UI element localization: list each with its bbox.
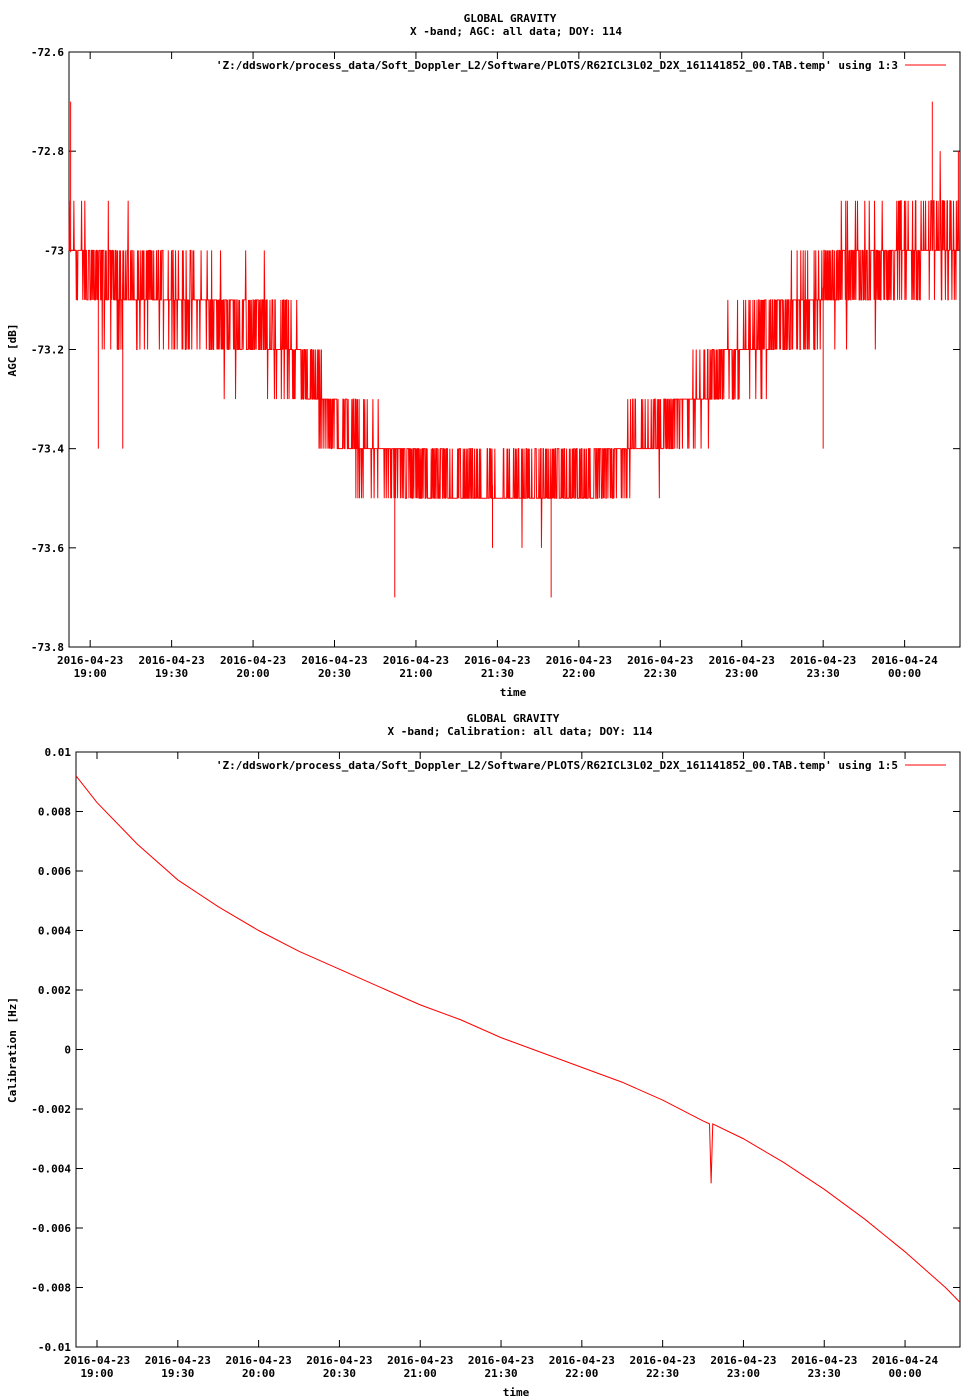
y-axis-label: Calibration [Hz] <box>6 997 19 1103</box>
plot-frame <box>68 51 961 648</box>
x-tick-time-label: 20:30 <box>318 667 351 680</box>
x-tick-date-label: 2016-04-23 <box>64 1354 130 1367</box>
tick-group: 0.01 0.008 0.006 0.004 0.002 0 -0.002 -0.004 -0.… <box>31 746 960 1380</box>
x-tick-time-label: 20:00 <box>242 1367 275 1380</box>
x-tick-time-label: 00:00 <box>888 1367 921 1380</box>
x-tick-date-label: 2016-04-23 <box>226 1354 292 1367</box>
x-tick-date-label: 2016-04-23 <box>301 654 367 667</box>
x-tick-date-label: 2016-04-23 <box>139 654 205 667</box>
agc-series <box>68 101 960 598</box>
chart-title: GLOBAL GRAVITY <box>467 712 560 725</box>
x-tick-date-label: 2016-04-23 <box>710 1354 776 1367</box>
x-tick-date-label: 2016-04-23 <box>57 654 123 667</box>
calibration-line <box>75 775 961 1303</box>
x-tick-date-label: 2016-04-23 <box>220 654 286 667</box>
legend-label: 'Z:/ddswork/process_data/Soft_Doppler_L2… <box>216 759 898 772</box>
y-tick-label: -73.8 <box>31 641 64 654</box>
x-tick-date-label: 2016-04-23 <box>790 654 856 667</box>
y-tick-label: -72.6 <box>31 46 64 59</box>
x-tick-time-label: 21:00 <box>399 667 432 680</box>
x-tick-date-label: 2016-04-23 <box>383 654 449 667</box>
x-tick-date-label: 2016-04-23 <box>306 1354 372 1367</box>
legend-label: 'Z:/ddswork/process_data/Soft_Doppler_L2… <box>216 59 898 72</box>
tick-group: -72.6-72.8-73-73.2-73.4-73.6-73.82016-04… <box>31 46 960 680</box>
x-axis-label: time <box>503 1386 530 1399</box>
y-tick-label: 0.006 <box>38 865 71 878</box>
x-tick-date-label: 2016-04-23 <box>387 1354 453 1367</box>
y-tick-label: -0.004 <box>31 1163 71 1176</box>
chart-subtitle: X -band; AGC: all data; DOY: 114 <box>410 25 622 38</box>
x-tick-time-label: 20:30 <box>323 1367 356 1380</box>
x-tick-date-label: 2016-04-23 <box>464 654 530 667</box>
y-tick-label: -73 <box>44 244 64 257</box>
x-tick-date-label: 2016-04-23 <box>791 1354 857 1367</box>
x-tick-time-label: 21:30 <box>481 667 514 680</box>
x-tick-time-label: 22:00 <box>565 1367 598 1380</box>
plot-frame <box>75 751 961 1348</box>
y-tick-label: 0 <box>64 1044 71 1057</box>
x-tick-date-label: 2016-04-24 <box>872 654 939 667</box>
y-tick-label: -0.006 <box>31 1222 71 1235</box>
y-axis-label: AGC [dB] <box>6 324 19 377</box>
x-tick-time-label: 23:30 <box>807 667 840 680</box>
y-tick-label: 0.01 <box>45 746 72 759</box>
y-tick-label: -73.2 <box>31 344 64 357</box>
y-tick-label: -0.008 <box>31 1282 71 1295</box>
y-tick-label: 0.002 <box>38 984 71 997</box>
y-tick-label: -73.4 <box>31 443 64 456</box>
agc-chart: GLOBAL GRAVITY X -band; AGC: all data; D… <box>6 12 961 699</box>
y-tick-label: -73.6 <box>31 542 64 555</box>
x-tick-date-label: 2016-04-23 <box>145 1354 211 1367</box>
x-tick-time-label: 19:00 <box>74 667 107 680</box>
x-tick-date-label: 2016-04-23 <box>546 654 612 667</box>
x-tick-date-label: 2016-04-24 <box>872 1354 939 1367</box>
x-tick-time-label: 19:30 <box>155 667 188 680</box>
y-tick-label: 0.008 <box>38 806 71 819</box>
x-tick-time-label: 22:30 <box>646 1367 679 1380</box>
x-tick-time-label: 23:00 <box>727 1367 760 1380</box>
x-tick-time-label: 22:00 <box>562 667 595 680</box>
x-tick-time-label: 23:00 <box>725 667 758 680</box>
x-tick-time-label: 20:00 <box>237 667 270 680</box>
agc-trace <box>68 151 960 548</box>
x-tick-date-label: 2016-04-23 <box>468 1354 534 1367</box>
x-tick-date-label: 2016-04-23 <box>709 654 775 667</box>
y-tick-label: -72.8 <box>31 145 64 158</box>
y-tick-label: -0.002 <box>31 1103 71 1116</box>
x-tick-time-label: 21:00 <box>404 1367 437 1380</box>
calibration-series <box>75 775 961 1303</box>
y-tick-label: -0.01 <box>38 1341 71 1354</box>
chart-subtitle: X -band; Calibration: all data; DOY: 114 <box>388 725 653 738</box>
x-tick-time-label: 22:30 <box>644 667 677 680</box>
chart-title: GLOBAL GRAVITY <box>464 12 557 25</box>
x-tick-time-label: 00:00 <box>888 667 921 680</box>
x-tick-time-label: 19:30 <box>161 1367 194 1380</box>
x-tick-time-label: 21:30 <box>484 1367 517 1380</box>
x-tick-time-label: 19:00 <box>80 1367 113 1380</box>
calibration-chart: GLOBAL GRAVITY X -band; Calibration: all… <box>6 712 961 1399</box>
x-axis-label: time <box>500 686 527 699</box>
y-tick-label: 0.004 <box>38 925 71 938</box>
x-tick-date-label: 2016-04-23 <box>549 1354 615 1367</box>
x-tick-time-label: 23:30 <box>808 1367 841 1380</box>
x-tick-date-label: 2016-04-23 <box>627 654 693 667</box>
x-tick-date-label: 2016-04-23 <box>630 1354 696 1367</box>
